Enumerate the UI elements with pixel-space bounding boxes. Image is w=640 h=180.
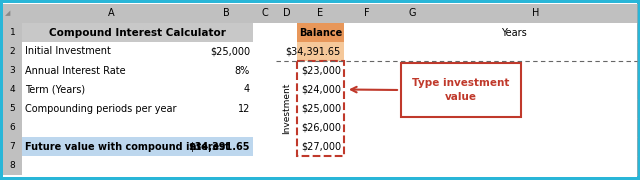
Text: Years: Years [500, 28, 526, 37]
Text: $25,000: $25,000 [301, 103, 341, 114]
Text: $34,391.65: $34,391.65 [189, 141, 250, 152]
Text: F: F [364, 8, 370, 19]
Text: $26,000: $26,000 [301, 123, 341, 132]
Text: 4: 4 [244, 84, 250, 95]
Text: C: C [261, 8, 268, 19]
Bar [3, 80, 22, 99]
Text: Compound Interest Calculator: Compound Interest Calculator [49, 28, 226, 37]
Text: H: H [532, 8, 540, 19]
Text: Future value with compound interest: Future value with compound interest [25, 141, 230, 152]
Bar [297, 42, 344, 61]
Text: A: A [108, 8, 115, 19]
Bar [3, 23, 22, 42]
Text: Balance: Balance [299, 28, 342, 37]
Bar [3, 99, 22, 118]
Text: 12: 12 [237, 103, 250, 114]
Text: Initial Investment: Initial Investment [25, 46, 111, 57]
Text: 7: 7 [10, 142, 15, 151]
Text: Compounding periods per year: Compounding periods per year [25, 103, 177, 114]
Bar [3, 156, 22, 175]
Text: B: B [223, 8, 230, 19]
Text: D: D [283, 8, 291, 19]
Text: G: G [409, 8, 416, 19]
Bar [297, 61, 344, 156]
Bar [3, 118, 22, 137]
Bar [3, 61, 22, 80]
Bar [297, 23, 344, 42]
Bar [3, 4, 637, 23]
Text: 2: 2 [10, 47, 15, 56]
Text: Annual Interest Rate: Annual Interest Rate [25, 66, 125, 75]
FancyBboxPatch shape [401, 63, 521, 117]
Text: 4: 4 [10, 85, 15, 94]
Text: 8%: 8% [235, 66, 250, 75]
Text: 3: 3 [10, 66, 15, 75]
Text: 6: 6 [10, 123, 15, 132]
Text: $27,000: $27,000 [301, 141, 341, 152]
Text: ◢: ◢ [5, 10, 10, 17]
Text: $24,000: $24,000 [301, 84, 341, 95]
Text: $34,391.65: $34,391.65 [285, 46, 341, 57]
Text: 8: 8 [10, 161, 15, 170]
Bar [22, 137, 253, 156]
Text: 5: 5 [10, 104, 15, 113]
Text: Investment: Investment [282, 83, 291, 134]
Bar [3, 42, 22, 61]
Text: $23,000: $23,000 [301, 66, 341, 75]
Bar [22, 23, 253, 42]
Text: Term (Years): Term (Years) [25, 84, 85, 95]
Text: $25,000: $25,000 [210, 46, 250, 57]
Text: Type investment
value: Type investment value [412, 78, 509, 102]
Text: 1: 1 [10, 28, 15, 37]
Bar [3, 137, 22, 156]
Text: E: E [317, 8, 324, 19]
